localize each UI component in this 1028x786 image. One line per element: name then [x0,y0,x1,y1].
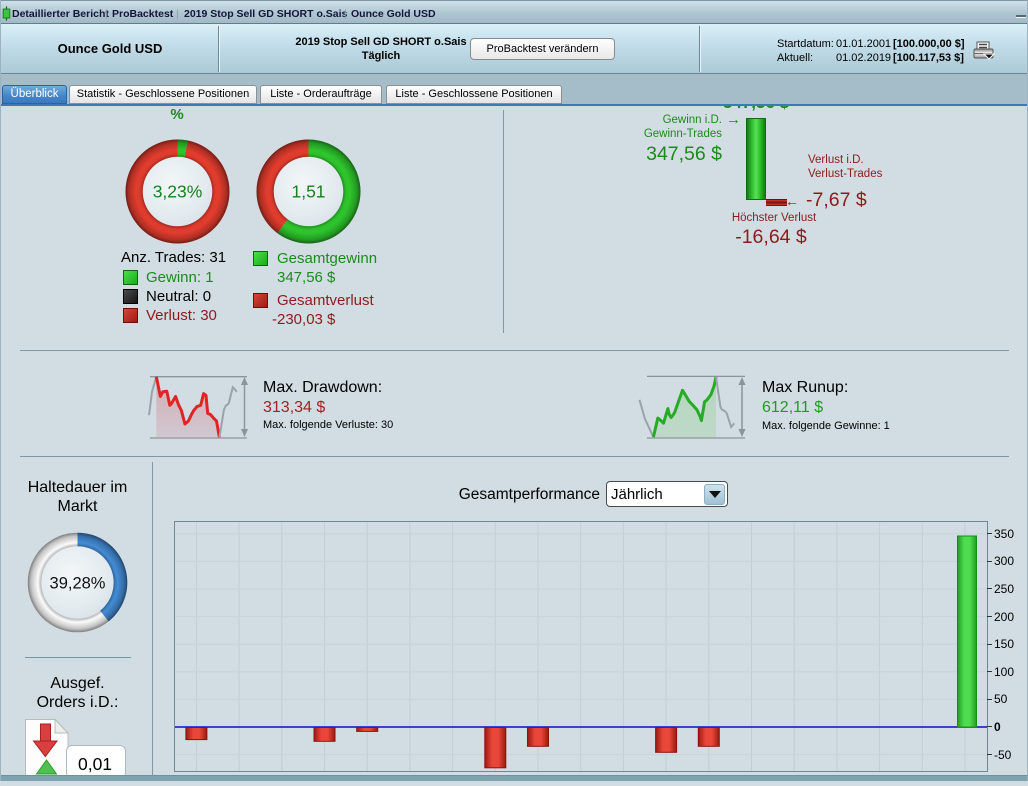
svg-text:39,28%: 39,28% [50,574,106,592]
svg-text:1,51: 1,51 [291,182,325,202]
svg-text:3,23%: 3,23% [153,182,203,202]
